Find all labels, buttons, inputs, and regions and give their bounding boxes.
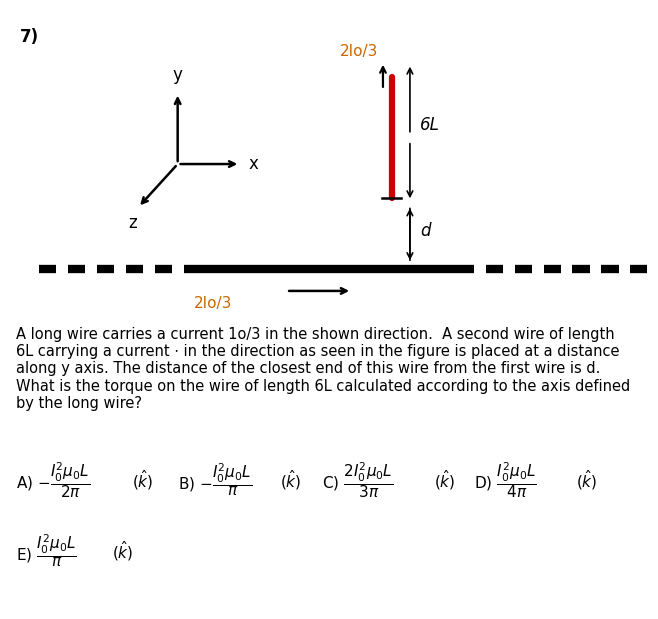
Text: 6L: 6L	[420, 116, 440, 134]
Text: y: y	[172, 66, 183, 84]
Text: 2Io/3: 2Io/3	[194, 296, 232, 311]
Text: $(\hat{k})$: $(\hat{k})$	[132, 468, 153, 491]
Text: A long wire carries a current 1o/3 in the shown direction.  A second wire of len: A long wire carries a current 1o/3 in th…	[16, 327, 615, 342]
Text: $(\hat{k})$: $(\hat{k})$	[434, 468, 455, 491]
Text: $(\hat{k})$: $(\hat{k})$	[112, 539, 133, 563]
Text: d: d	[420, 222, 430, 240]
Text: B) $-\dfrac{I_0^2\mu_0 L}{\pi}$: B) $-\dfrac{I_0^2\mu_0 L}{\pi}$	[178, 461, 252, 498]
Text: C) $\dfrac{2I_0^2\mu_0 L}{3\pi}$: C) $\dfrac{2I_0^2\mu_0 L}{3\pi}$	[322, 460, 394, 500]
Text: z: z	[128, 214, 138, 232]
Text: $(\hat{k})$: $(\hat{k})$	[280, 468, 301, 491]
Text: x: x	[249, 155, 259, 173]
Text: 6L carrying a current ⋅ in the direction as seen in the figure is placed at a di: 6L carrying a current ⋅ in the direction…	[16, 344, 620, 359]
Text: by the long wire?: by the long wire?	[16, 396, 142, 411]
Text: What is the torque on the wire of length 6L calculated according to the axis def: What is the torque on the wire of length…	[16, 379, 631, 394]
Text: 7): 7)	[20, 28, 39, 46]
Text: A) $-\dfrac{I_0^2\mu_0 L}{2\pi}$: A) $-\dfrac{I_0^2\mu_0 L}{2\pi}$	[16, 460, 91, 500]
Text: along y axis. The distance of the closest end of this wire from the first wire i: along y axis. The distance of the closes…	[16, 361, 601, 376]
Text: E) $\dfrac{I_0^2\mu_0 L}{\pi}$: E) $\dfrac{I_0^2\mu_0 L}{\pi}$	[16, 532, 77, 569]
Text: $(\hat{k})$: $(\hat{k})$	[576, 468, 597, 491]
Text: D) $\dfrac{I_0^2\mu_0 L}{4\pi}$: D) $\dfrac{I_0^2\mu_0 L}{4\pi}$	[474, 460, 537, 500]
Text: 2Io/3: 2Io/3	[340, 44, 378, 59]
